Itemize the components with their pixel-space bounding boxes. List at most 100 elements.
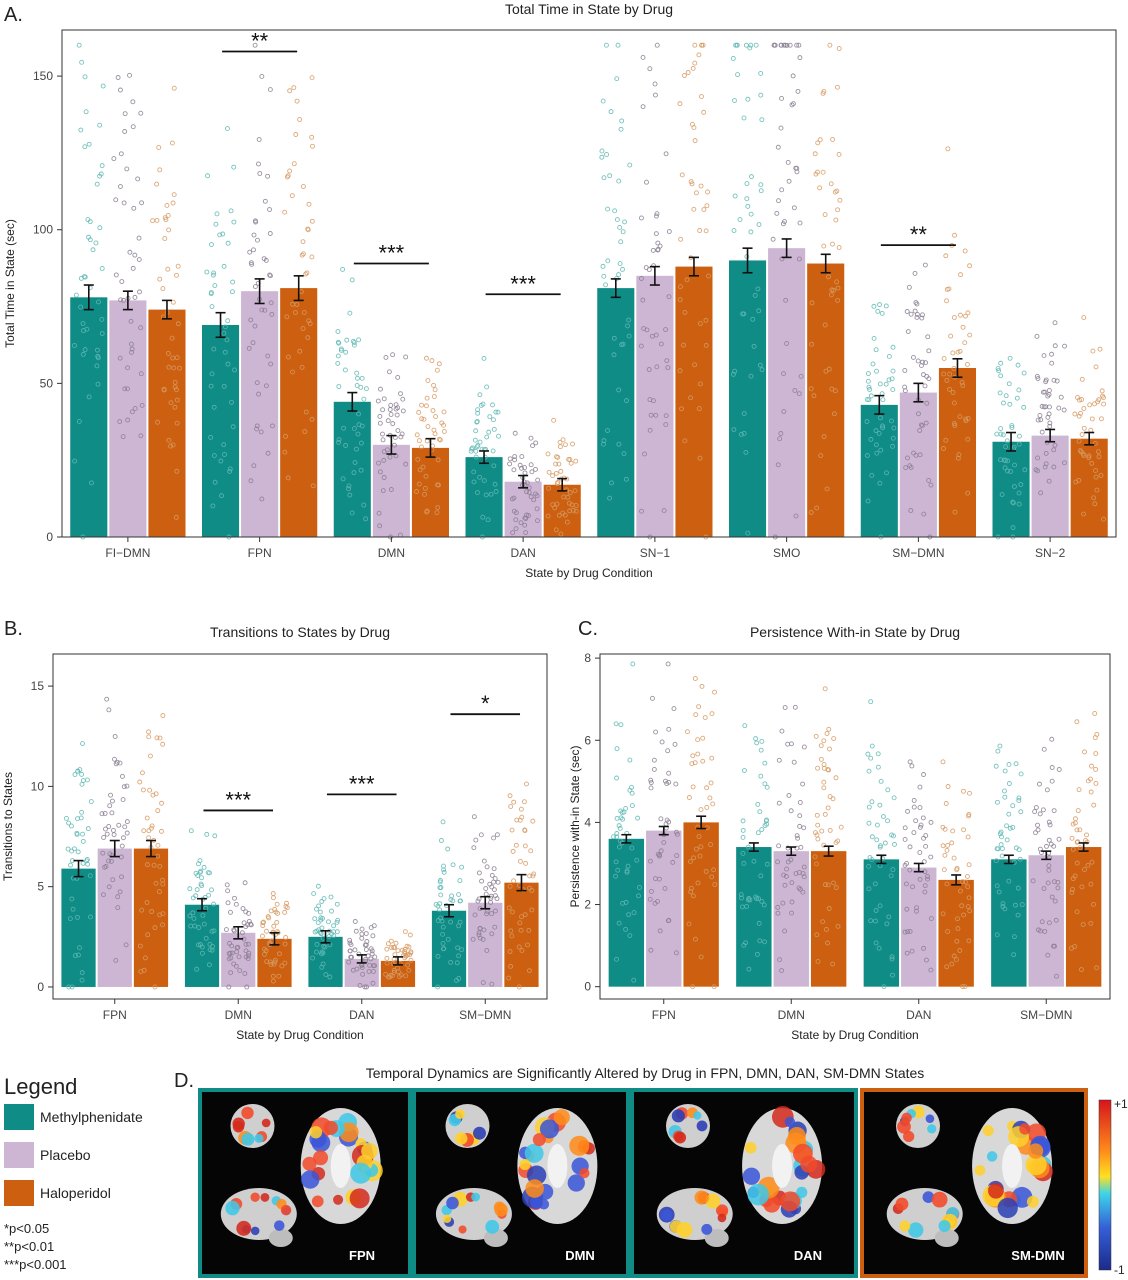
data-point	[177, 365, 183, 371]
data-point	[648, 888, 654, 894]
data-point	[627, 933, 633, 939]
data-point	[756, 920, 762, 926]
data-point	[997, 390, 1003, 396]
data-point	[696, 52, 702, 58]
data-point	[80, 321, 86, 326]
data-point	[824, 486, 830, 492]
data-point	[370, 963, 376, 969]
data-point	[659, 739, 665, 745]
data-point	[72, 953, 78, 959]
data-point	[334, 919, 340, 925]
data-point	[631, 977, 637, 983]
data-point	[491, 866, 497, 872]
x-tick-label: DMN	[778, 1008, 805, 1022]
data-point	[1035, 468, 1041, 474]
data-point	[124, 783, 130, 789]
data-point	[960, 324, 966, 330]
activation-blob	[280, 1204, 292, 1216]
data-point	[836, 46, 842, 51]
data-point	[250, 340, 256, 346]
data-point	[1069, 835, 1075, 841]
data-point	[1096, 454, 1102, 460]
data-point	[907, 463, 913, 469]
data-point	[219, 493, 224, 499]
data-point	[944, 964, 950, 970]
data-point	[261, 256, 267, 262]
data-point	[351, 426, 357, 431]
data-point	[522, 465, 528, 471]
data-point	[866, 886, 872, 892]
data-point	[270, 978, 276, 984]
data-point	[481, 478, 487, 484]
data-point	[483, 891, 489, 897]
data-point	[290, 301, 296, 307]
data-point	[869, 743, 875, 749]
data-point	[160, 911, 166, 917]
data-point	[80, 831, 86, 837]
data-point	[1046, 863, 1052, 869]
data-point	[154, 217, 160, 223]
data-point	[252, 323, 258, 329]
data-point	[999, 853, 1005, 859]
activation-blob	[693, 1111, 702, 1120]
activation-blob	[530, 1198, 542, 1210]
data-point	[507, 883, 513, 889]
data-point	[794, 165, 800, 171]
activation-blob	[579, 1168, 590, 1179]
data-point	[271, 895, 276, 901]
data-point	[677, 284, 683, 290]
data-point	[377, 523, 383, 529]
data-point	[942, 826, 948, 832]
data-point	[221, 442, 227, 448]
data-point	[363, 947, 369, 953]
data-point	[703, 342, 709, 348]
data-point	[377, 469, 383, 475]
data-point	[1091, 495, 1097, 501]
activation-blob	[701, 1223, 713, 1235]
data-point	[960, 984, 965, 989]
data-point	[740, 827, 746, 833]
data-point	[1046, 837, 1052, 843]
data-point	[957, 348, 963, 354]
data-point	[781, 872, 787, 878]
data-point	[132, 252, 138, 258]
bar	[810, 851, 847, 987]
data-point	[940, 759, 946, 765]
data-point	[416, 409, 422, 415]
data-point	[663, 151, 669, 157]
data-point	[248, 922, 254, 928]
y-tick-label: 4	[584, 815, 591, 829]
data-point	[1011, 934, 1017, 940]
data-point	[652, 92, 658, 98]
data-point	[1035, 827, 1041, 833]
data-point	[657, 928, 663, 934]
data-point	[441, 869, 447, 875]
data-point	[812, 151, 818, 157]
data-point	[321, 896, 327, 902]
data-point	[809, 300, 815, 306]
data-point	[513, 842, 519, 848]
data-point	[888, 873, 894, 879]
data-point	[869, 472, 875, 478]
data-point	[827, 827, 833, 833]
data-point	[636, 885, 642, 890]
data-point	[779, 968, 785, 974]
data-point	[1045, 880, 1051, 886]
colorbar-min-label: -1	[1114, 1263, 1125, 1277]
data-point	[1084, 839, 1090, 845]
data-point	[166, 364, 172, 370]
data-point	[996, 368, 1002, 374]
panel-letter-a: A.	[4, 4, 23, 26]
data-point	[440, 931, 446, 937]
data-point	[570, 507, 576, 513]
y-tick-label: 10	[31, 779, 45, 793]
data-point	[902, 368, 908, 373]
data-point	[225, 318, 231, 324]
data-point	[491, 887, 497, 893]
data-point	[629, 784, 634, 790]
data-point	[229, 950, 235, 956]
data-point	[392, 952, 398, 958]
data-point	[794, 42, 800, 48]
data-point	[913, 452, 919, 458]
data-point	[299, 364, 305, 370]
